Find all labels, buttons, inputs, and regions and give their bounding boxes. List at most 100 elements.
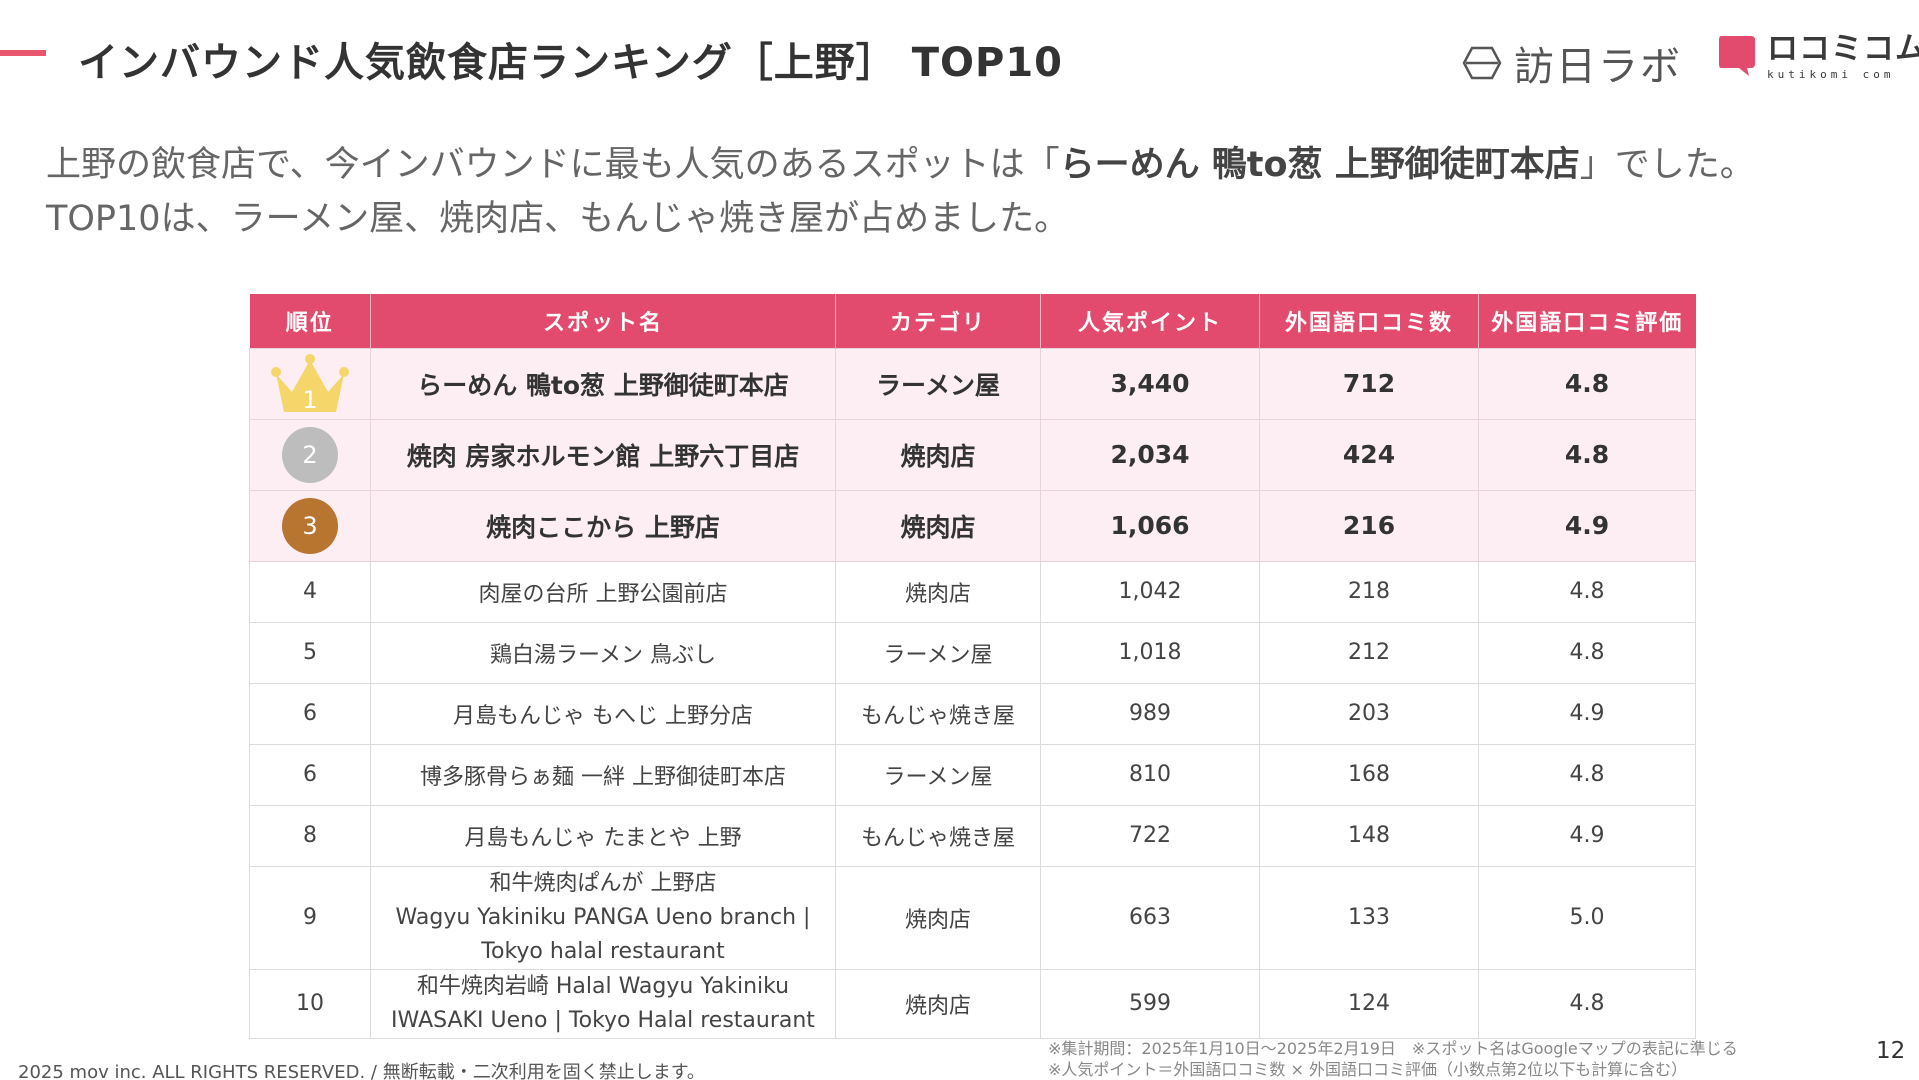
spot-cell: らーめん 鴨to葱 上野御徒町本店 <box>370 347 836 420</box>
reviews-cell: 216 <box>1259 489 1479 562</box>
rank-cell: 9 <box>249 865 371 970</box>
table-row: 8 月島もんじゃ たまとや 上野 もんじゃ焼き屋 722 148 4.9 <box>249 804 1696 867</box>
points-cell: 1,042 <box>1040 560 1260 623</box>
rank-cell: 4 <box>249 560 371 623</box>
table-row: 10 和牛焼肉岩崎 Halal Wagyu Yakiniku IWASAKI U… <box>249 968 1696 1039</box>
rating-cell: 4.8 <box>1478 418 1696 491</box>
footnotes: ※集計期間：2025年1月10日〜2025年2月19日 ※スポット名はGoogl… <box>1048 1038 1738 1080</box>
reviews-cell: 124 <box>1259 968 1479 1039</box>
rank-cell: 3 <box>249 489 371 562</box>
spot-name-line: IWASAKI Ueno | Tokyo Halal restaurant <box>391 1007 815 1033</box>
spot-cell: 月島もんじゃ もへじ 上野分店 <box>370 682 836 745</box>
rank-cell: 1 <box>249 347 371 420</box>
spot-cell: 焼肉 房家ホルモン館 上野六丁目店 <box>370 418 836 491</box>
points-cell: 989 <box>1040 682 1260 745</box>
copyright-footer: 2025 mov inc. ALL RIGHTS RESERVED. / 無断転… <box>18 1062 705 1080</box>
rating-cell: 5.0 <box>1478 865 1696 970</box>
kuchikomi-com-logo: ロコミコム kutikomi com <box>1717 34 1919 80</box>
points-cell: 599 <box>1040 968 1260 1039</box>
rank-cell: 10 <box>249 968 371 1039</box>
rating-cell: 4.9 <box>1478 489 1696 562</box>
rating-cell: 4.8 <box>1478 347 1696 420</box>
lead-line-2: TOP10は、ラーメン屋、焼肉店、もんじゃ焼き屋が占めました。 <box>46 199 1070 239</box>
column-header-rating: 外国語口コミ評価 <box>1478 294 1696 348</box>
points-cell: 722 <box>1040 804 1260 867</box>
table-row: 9 和牛焼肉ぱんが 上野店 Wagyu Yakiniku PANGA Ueno … <box>249 865 1696 970</box>
reviews-cell: 712 <box>1259 347 1479 420</box>
page-number: 12 <box>1876 1038 1906 1064</box>
ranking-table: 順位 スポット名 カテゴリ 人気ポイント 外国語口コミ数 外国語口コミ評価 1 <box>249 294 1696 1039</box>
column-header-category: カテゴリ <box>835 294 1041 348</box>
lead-line-1: 上野の飲食店で、今インバウンドに最も人気のあるスポットは「らーめん 鴨to葱 上… <box>46 145 1755 185</box>
category-cell: 焼肉店 <box>835 560 1041 623</box>
rank-number: 1 <box>302 385 318 414</box>
rating-cell: 4.9 <box>1478 682 1696 745</box>
homon-labo-logo: 訪日ラボ <box>1462 34 1682 92</box>
category-cell: 焼肉店 <box>835 968 1041 1039</box>
column-header-spot: スポット名 <box>370 294 836 348</box>
spot-name-line: Wagyu Yakiniku PANGA Ueno branch | <box>395 904 811 930</box>
table-row: 6 博多豚骨らぁ麺 一絆 上野御徒町本店 ラーメン屋 810 168 4.8 <box>249 743 1696 806</box>
footnote-period: ※集計期間：2025年1月10日〜2025年2月19日 ※スポット名はGoogl… <box>1048 1039 1738 1058</box>
column-header-rank: 順位 <box>249 294 371 348</box>
bronze-medal-icon: 3 <box>282 497 338 554</box>
rank-cell: 5 <box>249 621 371 684</box>
table-row: 6 月島もんじゃ もへじ 上野分店 もんじゃ焼き屋 989 203 4.9 <box>249 682 1696 745</box>
spot-cell: 和牛焼肉岩崎 Halal Wagyu Yakiniku IWASAKI Ueno… <box>370 968 836 1039</box>
rating-cell: 4.8 <box>1478 743 1696 806</box>
rank-cell: 6 <box>249 682 371 745</box>
reviews-cell: 203 <box>1259 682 1479 745</box>
points-cell: 3,440 <box>1040 347 1260 420</box>
category-cell: 焼肉店 <box>835 418 1041 491</box>
homon-labo-wordmark: 訪日ラボ <box>1514 44 1682 90</box>
rating-cell: 4.8 <box>1478 621 1696 684</box>
reviews-cell: 168 <box>1259 743 1479 806</box>
gold-crown-icon: 1 <box>270 352 350 416</box>
reviews-cell: 133 <box>1259 865 1479 970</box>
spot-cell: 焼肉ここから 上野店 <box>370 489 836 562</box>
category-cell: ラーメン屋 <box>835 621 1041 684</box>
points-cell: 2,034 <box>1040 418 1260 491</box>
rank-cell: 8 <box>249 804 371 867</box>
spot-cell: 和牛焼肉ぱんが 上野店 Wagyu Yakiniku PANGA Ueno br… <box>370 865 836 970</box>
category-cell: もんじゃ焼き屋 <box>835 804 1041 867</box>
spot-cell: 鶏白湯ラーメン 鳥ぶし <box>370 621 836 684</box>
reviews-cell: 218 <box>1259 560 1479 623</box>
accent-bar <box>0 50 46 56</box>
points-cell: 810 <box>1040 743 1260 806</box>
rank-cell: 6 <box>249 743 371 806</box>
rating-cell: 4.8 <box>1478 560 1696 623</box>
page-title: インバウンド人気飲食店ランキング［上野］ TOP10 <box>78 40 1063 86</box>
category-cell: もんじゃ焼き屋 <box>835 682 1041 745</box>
table-row: 1 らーめん 鴨to葱 上野御徒町本店 ラーメン屋 3,440 712 4.8 <box>249 347 1696 420</box>
spot-cell: 月島もんじゃ たまとや 上野 <box>370 804 836 867</box>
category-cell: 焼肉店 <box>835 865 1041 970</box>
lead-highlight: らーめん 鴨to葱 上野御徒町本店 <box>1059 145 1580 185</box>
silver-medal-icon: 2 <box>282 426 338 483</box>
spot-name-line: Tokyo halal restaurant <box>481 938 725 964</box>
points-cell: 1,018 <box>1040 621 1260 684</box>
speech-bubble-logo-icon <box>1719 36 1755 76</box>
table-row: 2 焼肉 房家ホルモン館 上野六丁目店 焼肉店 2,034 424 4.8 <box>249 418 1696 491</box>
spot-cell: 博多豚骨らぁ麺 一絆 上野御徒町本店 <box>370 743 836 806</box>
rating-cell: 4.9 <box>1478 804 1696 867</box>
category-cell: 焼肉店 <box>835 489 1041 562</box>
column-header-points: 人気ポイント <box>1040 294 1260 348</box>
reviews-cell: 424 <box>1259 418 1479 491</box>
reviews-cell: 212 <box>1259 621 1479 684</box>
spot-name-line: 和牛焼肉岩崎 Halal Wagyu Yakiniku <box>416 973 790 999</box>
footnote-points: ※人気ポイント＝外国語口コミ数 × 外国語口コミ評価（小数点第2位以下も計算に含… <box>1048 1060 1688 1079</box>
category-cell: ラーメン屋 <box>835 743 1041 806</box>
rating-cell: 4.8 <box>1478 968 1696 1039</box>
table-row: 4 肉屋の台所 上野公園前店 焼肉店 1,042 218 4.8 <box>249 560 1696 623</box>
table-row: 5 鶏白湯ラーメン 鳥ぶし ラーメン屋 1,018 212 4.8 <box>249 621 1696 684</box>
lead-text: 上野の飲食店で、今インバウンドに最も人気のあるスポットは「らーめん 鴨to葱 上… <box>46 138 1755 246</box>
category-cell: ラーメン屋 <box>835 347 1041 420</box>
reviews-cell: 148 <box>1259 804 1479 867</box>
kuchikomi-wordmark-en: kutikomi com <box>1767 68 1895 81</box>
column-header-reviews: 外国語口コミ数 <box>1259 294 1479 348</box>
points-cell: 663 <box>1040 865 1260 970</box>
table-row: 3 焼肉ここから 上野店 焼肉店 1,066 216 4.9 <box>249 489 1696 562</box>
kuchikomi-wordmark-jp: ロコミコム <box>1767 31 1919 67</box>
points-cell: 1,066 <box>1040 489 1260 562</box>
